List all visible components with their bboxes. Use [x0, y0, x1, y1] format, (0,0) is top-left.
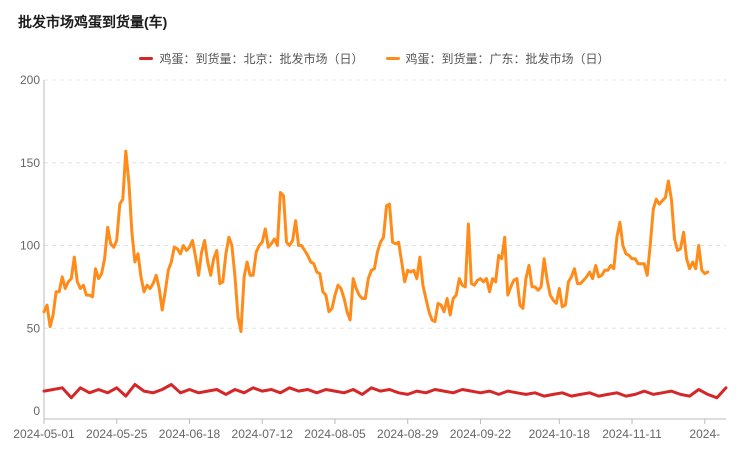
- series-line-guangdong: [42, 149, 710, 334]
- x-tick-label: 2024-05-25: [86, 427, 148, 441]
- legend-label-beijing: 鸡蛋：到货量：北京：批发市场（日）: [159, 52, 364, 66]
- legend-item-beijing[interactable]: 鸡蛋：到货量：北京：批发市场（日）: [139, 50, 364, 67]
- x-tick-label: 2024-: [689, 427, 720, 441]
- x-tick-label: 2024-08-05: [304, 427, 366, 441]
- x-tick-label: 2024-08-29: [377, 427, 439, 441]
- chart-title: 批发市场鸡蛋到货量(车): [18, 14, 168, 30]
- legend-swatch-beijing: [139, 57, 154, 60]
- x-tick-label: 2024-09-22: [450, 427, 512, 441]
- legend-label-guangdong: 鸡蛋：到货量：广东：批发市场（日）: [405, 52, 610, 66]
- x-tick-label: 2024-05-01: [13, 427, 75, 441]
- y-tick-label: 200: [20, 73, 40, 87]
- legend-item-guangdong[interactable]: 鸡蛋：到货量：广东：批发市场（日）: [385, 50, 610, 67]
- y-tick-label: 150: [20, 156, 40, 170]
- y-tick-label: 0: [33, 404, 40, 418]
- x-tick-label: 2024-07-12: [232, 427, 294, 441]
- chart-legend: 鸡蛋：到货量：北京：批发市场（日） 鸡蛋：到货量：广东：批发市场（日）: [0, 50, 749, 67]
- y-tick-label: 100: [20, 239, 40, 253]
- series-line-beijing: [42, 383, 728, 400]
- y-tick-label: 50: [27, 321, 41, 335]
- x-tick-label: 2024-11-11: [602, 427, 662, 441]
- x-tick-label: 2024-06-18: [159, 427, 221, 441]
- legend-swatch-guangdong: [385, 57, 400, 60]
- x-tick-label: 2024-10-18: [529, 427, 591, 441]
